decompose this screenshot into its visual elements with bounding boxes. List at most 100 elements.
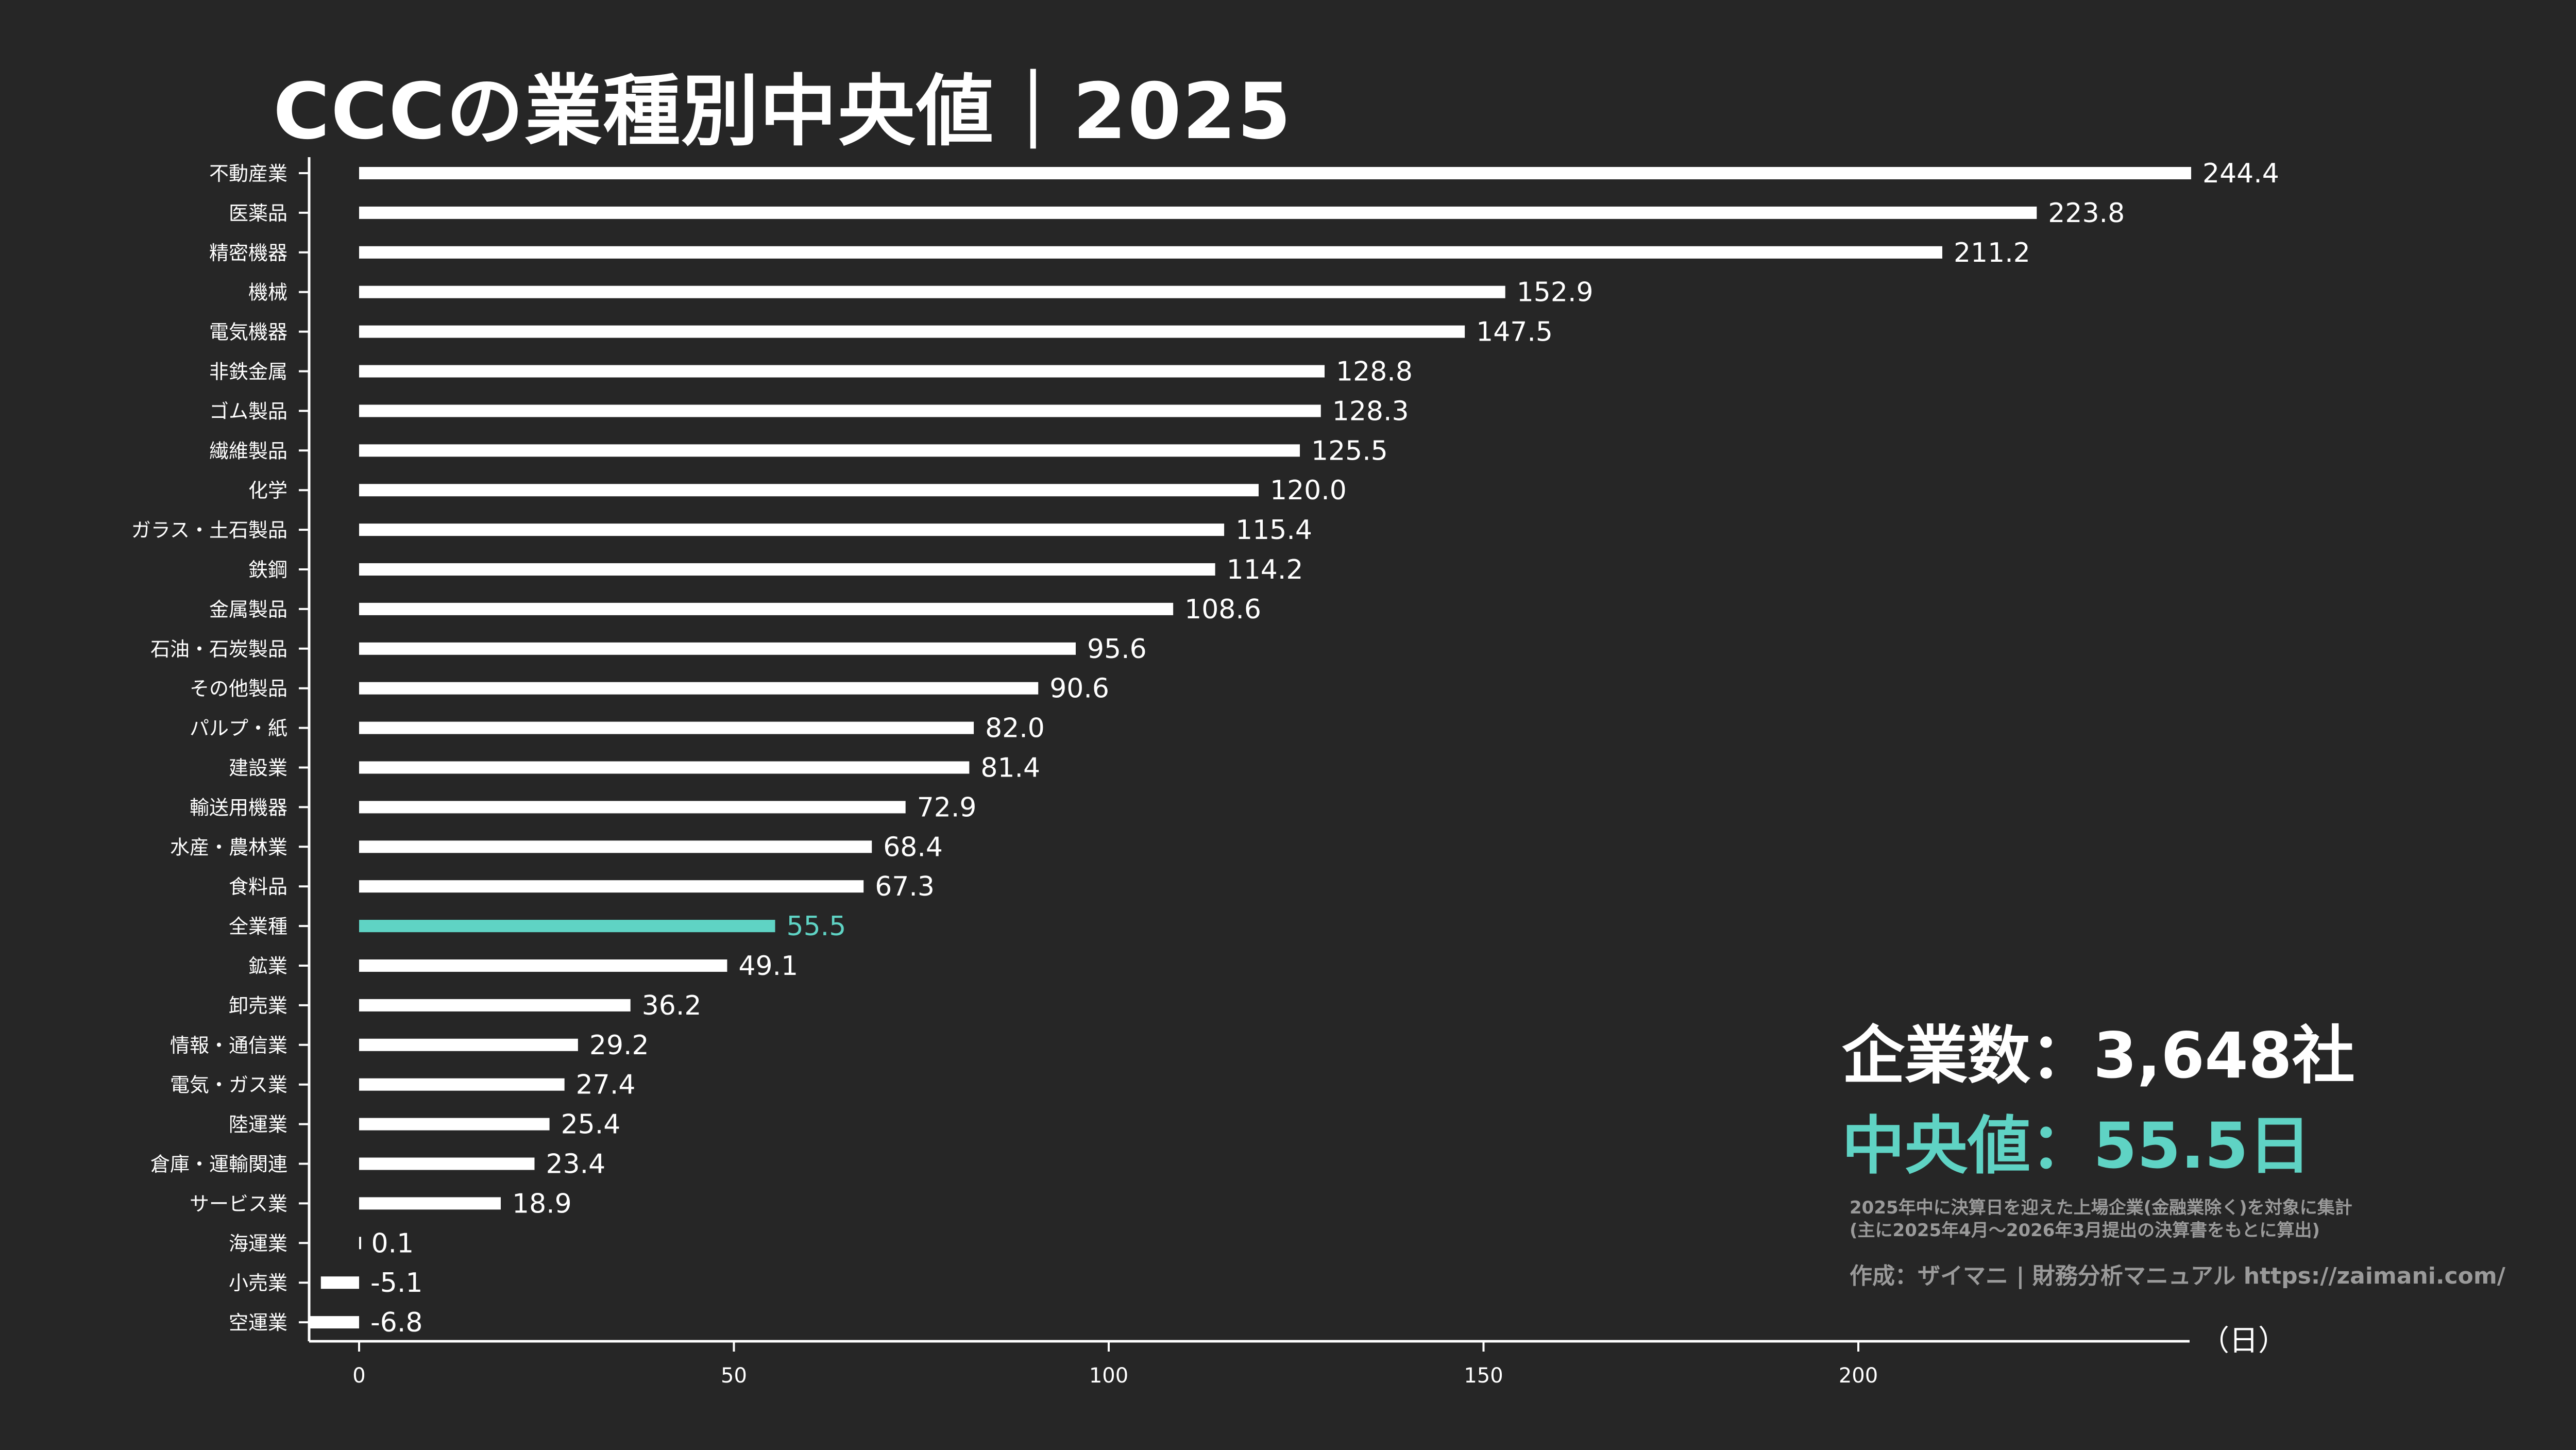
category-label: 海運業 [229,1232,287,1255]
bar-21 [359,959,727,972]
x-tick-label: 50 [721,1364,747,1388]
value-label: 72.9 [917,792,977,823]
bar-17 [359,801,906,814]
category-label: 機械 [248,281,287,304]
bar-23 [359,1038,578,1051]
category-label: 小売業 [229,1272,287,1294]
category-label: 化学 [248,479,287,502]
bar-26 [359,1157,535,1170]
company-count: 企業数：3,648社 [1842,1019,2355,1092]
bar-25 [359,1118,550,1131]
value-label: 55.5 [787,911,846,942]
x-tick-label: 0 [352,1364,365,1388]
bar-5 [359,325,1465,338]
value-label: 120.0 [1270,475,1347,506]
value-label: -6.8 [370,1307,422,1338]
value-label: 81.4 [980,753,1040,784]
bar-18 [359,840,872,853]
value-label: 115.4 [1235,515,1312,546]
median-value: 中央値：55.5日 [1842,1109,2312,1183]
value-label: 211.2 [1954,238,2030,268]
value-label: 223.8 [2048,198,2125,229]
bar-20 [359,920,775,933]
category-label: 輸送用機器 [190,796,287,819]
category-label: ガラス・土石製品 [131,519,287,542]
bar-19 [359,880,864,893]
category-label: 倉庫・運輸関連 [150,1153,287,1176]
bar-15 [359,721,974,734]
bar-22 [359,999,631,1011]
category-label: 精密機器 [209,242,287,264]
bar-13 [359,642,1076,655]
bar-1 [359,167,2192,179]
value-label: 68.4 [883,832,943,863]
category-label: 鉱業 [248,955,287,977]
value-label: 23.4 [546,1149,605,1180]
bar-11 [359,563,1215,576]
value-label: 27.4 [576,1070,636,1101]
bar-29 [320,1276,359,1289]
value-label: 49.1 [738,951,798,982]
value-label: 18.9 [512,1188,572,1219]
category-label: 全業種 [229,915,287,938]
bar-16 [359,761,970,774]
bar-3 [359,246,1942,259]
value-label: 25.4 [561,1109,621,1140]
bar-4 [359,285,1505,298]
value-label: 147.5 [1476,317,1553,348]
value-label: 36.2 [642,990,702,1021]
bar-27 [359,1197,501,1210]
value-label: 0.1 [371,1228,414,1259]
bar-14 [359,682,1039,695]
category-label: 空運業 [229,1311,287,1334]
value-label: 67.3 [875,871,935,902]
credit-text: 作成：ザイマニ | 財務分析マニュアル https://zaimani.com/ [1850,1263,2505,1289]
value-label: 29.2 [589,1030,649,1061]
category-label: 繊維製品 [209,440,287,462]
bar-2 [359,206,2037,219]
note-line-2: (主に2025年4月〜2026年3月提出の決算書をもとに算出) [1850,1220,2320,1241]
category-label: 水産・農林業 [170,836,287,858]
bar-10 [359,524,1225,536]
bar-24 [359,1078,565,1091]
x-tick-label: 200 [1839,1364,1878,1388]
note-line-1: 2025年中に決算日を迎えた上場企業(金融業除く)を対象に集計 [1850,1198,2352,1218]
bar-9 [359,484,1259,497]
value-label: 128.3 [1332,396,1409,427]
value-label: 244.4 [2202,158,2279,189]
x-tick-label: 100 [1089,1364,1128,1388]
category-label: 石油・石炭製品 [150,638,287,661]
x-tick-label: 150 [1464,1364,1503,1388]
category-label: ゴム製品 [209,400,287,423]
summary-note: 2025年中に決算日を迎えた上場企業(金融業除く)を対象に集計 (主に2025年… [1850,1196,2352,1242]
category-label: その他製品 [190,678,287,700]
category-label: 医薬品 [229,202,287,225]
chart-title: CCCの業種別中央値｜2025 [273,67,1292,157]
category-label: 電気・ガス業 [170,1074,287,1097]
category-label: 不動産業 [209,162,287,185]
value-label: 90.6 [1049,673,1109,704]
value-label: 152.9 [1517,277,1594,308]
value-label: -5.1 [370,1268,422,1299]
bar-7 [359,404,1321,417]
value-label: 82.0 [985,713,1045,744]
value-label: 114.2 [1227,554,1303,585]
category-label: 卸売業 [229,994,287,1017]
bar-8 [359,444,1300,457]
x-axis-unit-label: （日） [2200,1324,2287,1358]
value-label: 108.6 [1184,594,1261,625]
category-label: 建設業 [229,757,287,780]
bar-28 [359,1237,361,1250]
bar-6 [359,365,1325,378]
value-label: 128.8 [1336,357,1413,387]
category-label: 情報・通信業 [170,1034,287,1057]
value-label: 95.6 [1087,634,1147,665]
bar-30 [308,1316,359,1329]
category-label: 金属製品 [209,598,287,621]
value-label: 125.5 [1311,435,1388,466]
category-label: パルプ・紙 [190,717,287,740]
category-label: 電気機器 [209,321,287,344]
category-label: サービス業 [190,1192,287,1215]
category-label: 非鉄金属 [209,361,287,383]
